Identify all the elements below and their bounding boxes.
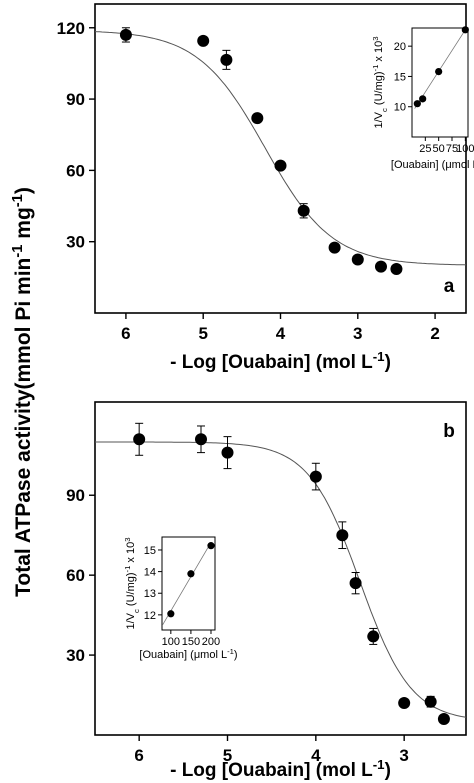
inset-y-tick-label: 15: [144, 545, 156, 557]
y-tick-label: 90: [66, 486, 85, 505]
fit-curve: [95, 441, 467, 718]
x-axis-label: - Log [Ouabain] (mol L-1): [170, 757, 391, 782]
y-tick-label: 120: [57, 19, 85, 38]
data-point: [398, 697, 411, 710]
x-tick-label: 6: [121, 324, 130, 343]
plot-frame: [94, 401, 467, 736]
data-marker: [328, 241, 341, 254]
data-marker: [195, 433, 207, 446]
data-marker: [390, 263, 403, 276]
x-tick-label: 3: [399, 746, 408, 765]
inset-data-marker: [167, 610, 175, 618]
inset-x-tick-label: 50: [433, 143, 445, 155]
inset-x-tick-label: 75: [446, 143, 458, 155]
inset-y-tick-label: 12: [144, 610, 156, 622]
data-point: [374, 260, 387, 273]
x-tick-label: 3: [353, 324, 362, 343]
data-point: [367, 627, 380, 645]
inset-x-tick-label: 150: [182, 636, 200, 648]
inset-x-tick-label: 200: [202, 636, 220, 648]
data-marker: [398, 697, 411, 710]
data-marker: [197, 34, 210, 47]
inset-data-marker: [207, 542, 215, 550]
inset-x-tick-label: 100: [456, 143, 474, 155]
x-tick-label: 2: [430, 324, 439, 343]
data-marker: [119, 28, 132, 41]
data-marker: [424, 695, 437, 708]
data-marker: [437, 713, 450, 726]
data-point: [251, 112, 264, 125]
data-point: [351, 253, 364, 266]
data-marker: [251, 112, 264, 125]
inset-x-tick-label: 25: [419, 143, 431, 155]
data-point: [119, 27, 132, 43]
inset-y-tick-label: 14: [144, 567, 156, 579]
panel-letter: a: [444, 276, 455, 297]
inset-x-tick-label: 100: [162, 636, 180, 648]
data-point: [336, 521, 349, 550]
inset-x-axis-label: [Ouabain] (μmol L-1): [391, 157, 474, 172]
data-marker: [367, 630, 380, 643]
data-point: [195, 425, 207, 454]
fit-curve: [94, 31, 467, 266]
x-tick-label: 4: [311, 746, 321, 765]
data-point: [133, 422, 146, 456]
data-marker: [297, 204, 310, 217]
inset-data-marker: [461, 26, 469, 34]
data-point: [297, 203, 310, 219]
data-point: [437, 713, 450, 726]
data-point: [424, 695, 437, 708]
y-tick-label: 30: [66, 646, 85, 665]
inset-y-tick-label: 15: [394, 71, 406, 83]
data-point: [197, 34, 210, 47]
y-tick-label: 60: [66, 566, 85, 585]
data-marker: [274, 159, 287, 172]
inset-frame: [411, 27, 469, 138]
data-point: [221, 436, 234, 470]
data-marker: [309, 470, 322, 483]
y-tick-label: 60: [66, 161, 85, 180]
data-marker: [349, 577, 362, 590]
x-tick-label: 6: [134, 746, 143, 765]
inset-data-marker: [435, 68, 443, 76]
inset-y-tick-label: 20: [394, 41, 406, 53]
x-axis-label: - Log [Ouabain] (mol L-1): [170, 349, 391, 374]
data-point: [390, 263, 403, 276]
y-tick-label: 90: [66, 90, 85, 109]
data-marker: [221, 446, 234, 459]
inset-y-tick-label: 13: [144, 588, 156, 600]
inset-plot: 100 150 200 12 13 14 15 [Ouabain] (μmol L-1) 1/V…: [123, 536, 238, 662]
data-marker: [374, 260, 387, 273]
data-marker: [351, 253, 364, 266]
y-tick-label: 30: [66, 233, 85, 252]
panel-a: 6 5 4 3 2 30 60 90 120 a - Log [Ouabain] (mol L-1)…: [57, 3, 474, 374]
inset-data-marker: [413, 100, 421, 108]
data-point: [220, 49, 233, 70]
data-point: [328, 241, 341, 254]
inset-data-marker: [419, 95, 427, 103]
inset-x-axis-label: [Ouabain] (μmol L-1): [139, 647, 237, 662]
x-tick-label: 5: [198, 324, 207, 343]
inset-y-tick-label: 10: [394, 102, 406, 114]
inset-data-marker: [187, 570, 195, 578]
y-axis-label: Total ATPase activity(mmol Pi min-1 mg-1…: [10, 187, 35, 597]
data-point: [349, 571, 362, 595]
data-marker: [336, 529, 349, 542]
data-marker: [133, 433, 146, 446]
data-marker: [220, 53, 233, 66]
x-tick-label: 5: [223, 746, 232, 765]
x-tick-label: 4: [276, 324, 286, 343]
data-point: [309, 462, 322, 491]
panel-letter: b: [443, 421, 455, 442]
inset-y-axis-label: 1/Vc (U/mg)-1 x 103: [371, 36, 389, 128]
inset-y-axis-label: 1/Vc (U/mg)-1 x 103: [123, 537, 141, 629]
data-point: [274, 159, 287, 172]
